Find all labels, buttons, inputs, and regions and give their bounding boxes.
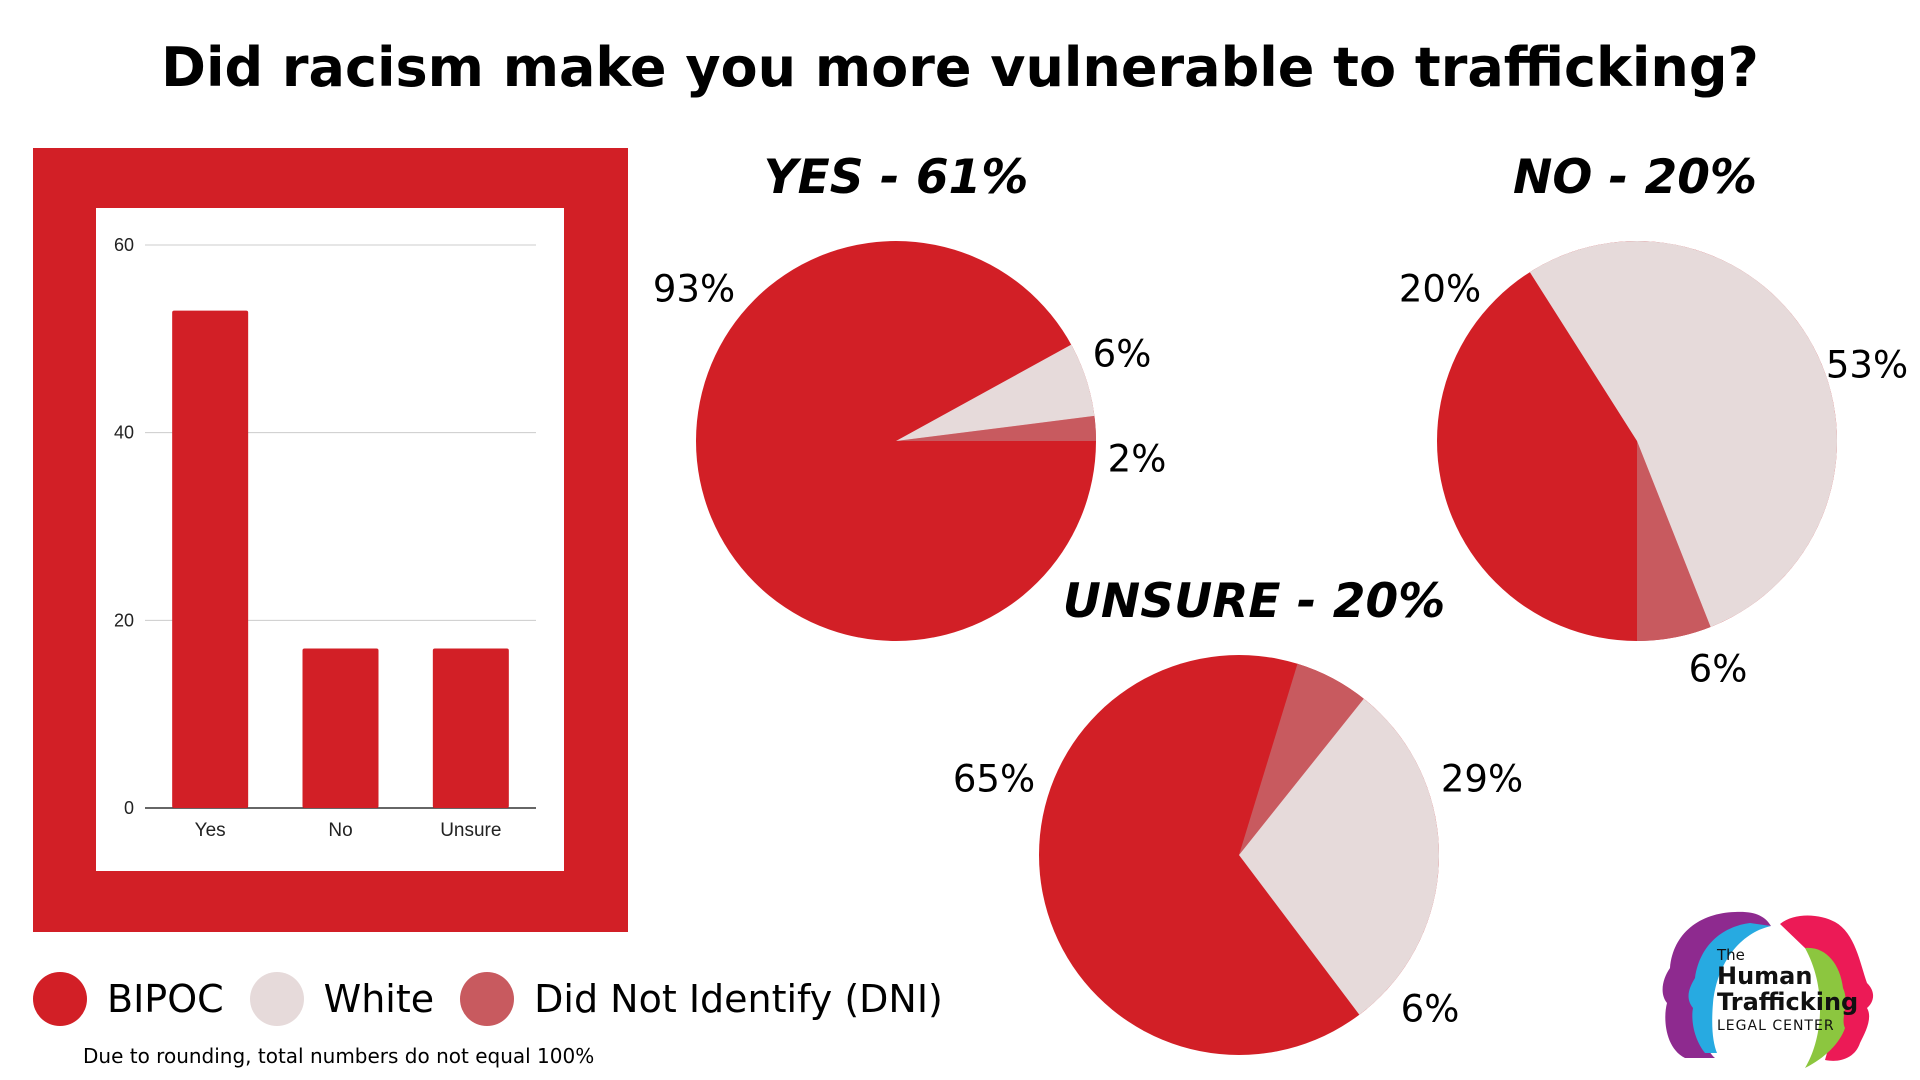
- legend-item-bipoc: BIPOC: [33, 972, 224, 1026]
- bar-yes: [172, 310, 249, 808]
- pie-title-yes: YES - 61%: [763, 150, 1029, 205]
- pie-white-slice: [896, 344, 1095, 441]
- logo: The Human Trafficking LEGAL CENTER: [1655, 908, 1905, 1073]
- no-bipoc-label: 20%: [1398, 267, 1482, 311]
- logo-trafficking: Trafficking: [1717, 988, 1859, 1016]
- unsure-white-label: 29%: [1440, 757, 1524, 801]
- legend-label: White: [323, 977, 435, 1021]
- logo-legal-center: LEGAL CENTER: [1717, 1018, 1835, 1034]
- white-swatch: [249, 972, 304, 1026]
- legend-label: BIPOC: [107, 977, 224, 1021]
- logo-heads-icon: [1662, 911, 1874, 1068]
- footnote: Due to rounding, total numbers do not eq…: [83, 1044, 595, 1068]
- logo-human: Human: [1717, 962, 1813, 990]
- bar-unsure: [432, 648, 509, 808]
- pie-title-unsure: UNSURE - 20%: [1062, 574, 1446, 629]
- no-white-label: 53%: [1825, 343, 1909, 387]
- yes-dni-label: 2%: [1107, 437, 1167, 481]
- pie-white-slice: [1239, 698, 1440, 1015]
- legend-item-white: White: [249, 972, 435, 1026]
- legend-label: Did Not Identify (DNI): [534, 977, 943, 1021]
- page-title: Did racism make you more vulnerable to t…: [161, 36, 1759, 99]
- no-dni-label: 6%: [1688, 647, 1748, 691]
- unsure-dni-label: 6%: [1400, 987, 1460, 1031]
- y-tick-label: 0: [124, 798, 134, 818]
- x-tick-label: No: [328, 820, 352, 841]
- unsure-bipoc-label: 65%: [952, 757, 1036, 801]
- pie-title-no: NO - 20%: [1512, 150, 1758, 205]
- yes-bipoc-label: 93%: [652, 267, 736, 311]
- y-tick-label: 40: [114, 423, 134, 443]
- legend: BIPOC White Did Not Identify (DNI): [33, 972, 969, 1026]
- bipoc-swatch: [33, 972, 87, 1026]
- x-tick-label: Unsure: [440, 820, 501, 841]
- bar-no: [302, 648, 379, 808]
- pie-dni-slice: [1239, 663, 1364, 855]
- yes-white-label: 6%: [1092, 332, 1152, 376]
- y-tick-label: 60: [114, 235, 134, 255]
- legend-item-dni: Did Not Identify (DNI): [460, 972, 943, 1026]
- pie-dni-slice: [1637, 441, 1711, 641]
- y-tick-label: 20: [114, 610, 134, 630]
- x-tick-label: Yes: [195, 820, 226, 841]
- dni-swatch: [460, 972, 515, 1026]
- pie-white-slice: [1529, 241, 1837, 627]
- logo-the: The: [1717, 946, 1745, 964]
- pie-dni-slice: [896, 415, 1096, 441]
